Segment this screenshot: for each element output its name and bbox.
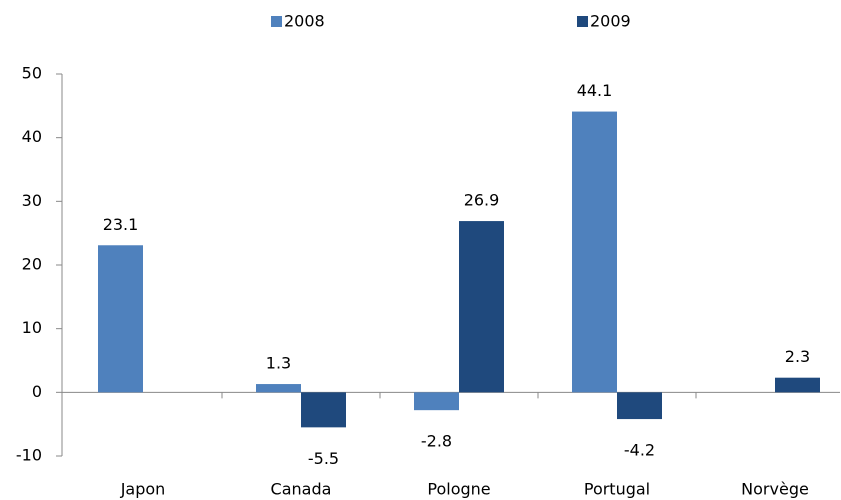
- y-tick-label: 40: [22, 127, 42, 146]
- legend-swatch: [577, 16, 588, 27]
- bar: [459, 221, 504, 393]
- bar: [301, 392, 346, 428]
- value-label: -2.8: [421, 432, 452, 451]
- bar: [775, 377, 820, 393]
- y-tick-label: 50: [22, 64, 42, 83]
- y-tick-label: 0: [32, 382, 42, 401]
- bar: [572, 111, 617, 393]
- x-tick-label: Japon: [120, 480, 166, 499]
- y-tick-label: 10: [22, 318, 42, 337]
- legend-label: 2008: [284, 12, 325, 31]
- y-tick-label: 30: [22, 191, 42, 210]
- value-label: 23.1: [103, 215, 139, 234]
- legend-swatch: [271, 16, 282, 27]
- x-tick-label: Norvège: [741, 480, 809, 499]
- bar: [414, 392, 459, 411]
- x-tick-label: Portugal: [584, 480, 650, 499]
- value-label: 1.3: [266, 354, 291, 373]
- x-tick-label: Canada: [271, 480, 332, 499]
- y-tick-label: 20: [22, 255, 42, 274]
- bar: [617, 392, 662, 420]
- y-tick-label: -10: [16, 446, 42, 465]
- bar: [98, 245, 143, 393]
- value-label: -4.2: [624, 441, 655, 460]
- value-label: 2.3: [785, 347, 810, 366]
- value-label: 26.9: [464, 191, 500, 210]
- x-tick-label: Pologne: [427, 480, 490, 499]
- bar: [256, 384, 301, 393]
- value-label: -5.5: [308, 449, 339, 468]
- legend-label: 2009: [590, 12, 631, 31]
- value-label: 44.1: [577, 81, 613, 100]
